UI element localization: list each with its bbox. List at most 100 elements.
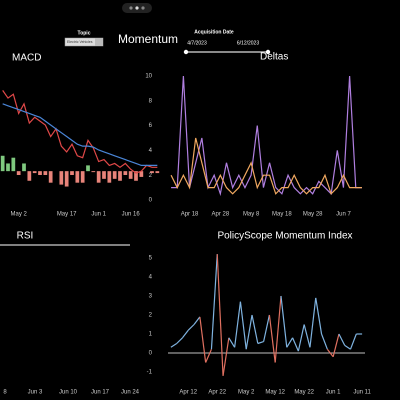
line-segment (210, 254, 218, 350)
histogram-bar (0, 155, 5, 172)
histogram-bar (22, 163, 26, 172)
y-tick-label: 0 (149, 351, 153, 357)
dot[interactable] (135, 6, 139, 10)
dropdown-value: Electric Vehicles (67, 40, 93, 44)
histogram-bar (139, 171, 144, 177)
line-segment (320, 333, 328, 350)
line-segment (257, 341, 264, 345)
line-segment (239, 301, 247, 350)
line-segment (263, 314, 270, 342)
histogram-bar (123, 171, 128, 175)
line-segment (297, 324, 305, 352)
y-tick-label: 10 (145, 74, 152, 80)
histogram-bar (150, 171, 154, 174)
line-segment (216, 254, 224, 376)
histogram-bar (91, 171, 96, 173)
line (2, 90, 158, 174)
dropdown-button[interactable] (95, 38, 103, 46)
x-tick-label: May 28 (303, 212, 323, 218)
x-tick-label: Jun 1 (326, 390, 341, 396)
histogram-bar (86, 165, 90, 172)
histogram-bar (38, 171, 42, 175)
chart-title: RSI (17, 231, 34, 242)
date-label: Acquisition Date (194, 29, 234, 35)
line-segment (280, 295, 288, 348)
line-segment (182, 329, 189, 339)
line-segment (315, 297, 323, 335)
dot[interactable] (141, 6, 145, 10)
x-tick-label: May 8 (243, 212, 260, 218)
line-segment (292, 337, 299, 352)
histogram-bar (96, 171, 101, 183)
slider-handle[interactable] (183, 49, 189, 55)
histogram-bar (6, 163, 10, 172)
date-slider[interactable] (183, 49, 271, 55)
date-end: 6/12/2023 (237, 40, 259, 46)
date-start: 4/7/2023 (187, 40, 207, 46)
histogram-bar (43, 171, 48, 175)
x-tick-label: Jun 16 (122, 212, 141, 218)
line-segment (193, 316, 201, 325)
line (2, 103, 158, 166)
histogram-bar (64, 171, 69, 187)
line-segment (251, 314, 259, 344)
histogram-bar (118, 171, 122, 181)
histogram-bar (70, 171, 74, 175)
y-tick-label: 0 (149, 198, 153, 204)
line-segment (228, 337, 236, 348)
x-tick-label: May 17 (57, 212, 77, 218)
y-tick-label: 1 (149, 332, 153, 338)
line-segment (222, 337, 230, 376)
line-segment (338, 333, 346, 346)
histogram-bar (48, 171, 53, 183)
histogram-bar (32, 171, 37, 174)
topic-dropdown[interactable]: Electric Vehicles (64, 37, 104, 47)
line-segment (205, 348, 213, 363)
histogram-bar (134, 171, 138, 181)
histogram-bar (27, 171, 32, 181)
line-segment (326, 348, 334, 358)
x-tick-label: May 2 (10, 212, 27, 218)
chart-title: MACD (12, 53, 41, 64)
slider-handle[interactable] (265, 49, 271, 55)
histogram-bar (59, 171, 64, 185)
line-segment (344, 344, 351, 350)
histogram-bar (112, 171, 117, 179)
x-tick-label: May 22 (294, 390, 314, 396)
line-segment (274, 295, 282, 363)
line-segment (234, 301, 242, 348)
x-tick-label: 8 (3, 390, 7, 396)
histogram-bar (155, 171, 160, 174)
histogram-bar (80, 171, 85, 183)
carousel-dots[interactable] (122, 3, 152, 13)
y-tick-label: 4 (149, 275, 153, 281)
x-tick-label: Apr 28 (211, 212, 229, 218)
chart-title: PolicyScope Momentum Index (217, 231, 352, 242)
y-tick-label: 4 (149, 148, 153, 154)
x-tick-label: May 18 (272, 212, 292, 218)
line-segment (349, 333, 357, 350)
x-tick-label: Jun 11 (353, 390, 371, 396)
histogram-bar (102, 171, 106, 179)
line-segment (303, 324, 311, 348)
x-tick-label: May 12 (265, 390, 285, 396)
topic-label: Topic (78, 30, 91, 36)
x-tick-label: Jun 24 (121, 390, 140, 396)
line-segment (309, 297, 317, 348)
x-tick-label: Apr 22 (208, 390, 226, 396)
dot[interactable] (129, 6, 133, 10)
line-segment (176, 337, 183, 344)
x-tick-label: Jun 3 (28, 390, 43, 396)
x-tick-label: Apr 12 (179, 390, 197, 396)
histogram-bar (11, 157, 16, 172)
x-tick-label: Jun 10 (59, 390, 78, 396)
y-tick-label: 6 (149, 123, 153, 129)
line-segment (332, 333, 340, 357)
line-segment (286, 337, 294, 348)
y-tick-label: 2 (149, 313, 153, 319)
y-tick-label: 2 (149, 173, 153, 179)
line-segment (268, 314, 276, 363)
y-tick-label: 3 (149, 294, 153, 300)
y-tick-label: 5 (149, 256, 153, 262)
